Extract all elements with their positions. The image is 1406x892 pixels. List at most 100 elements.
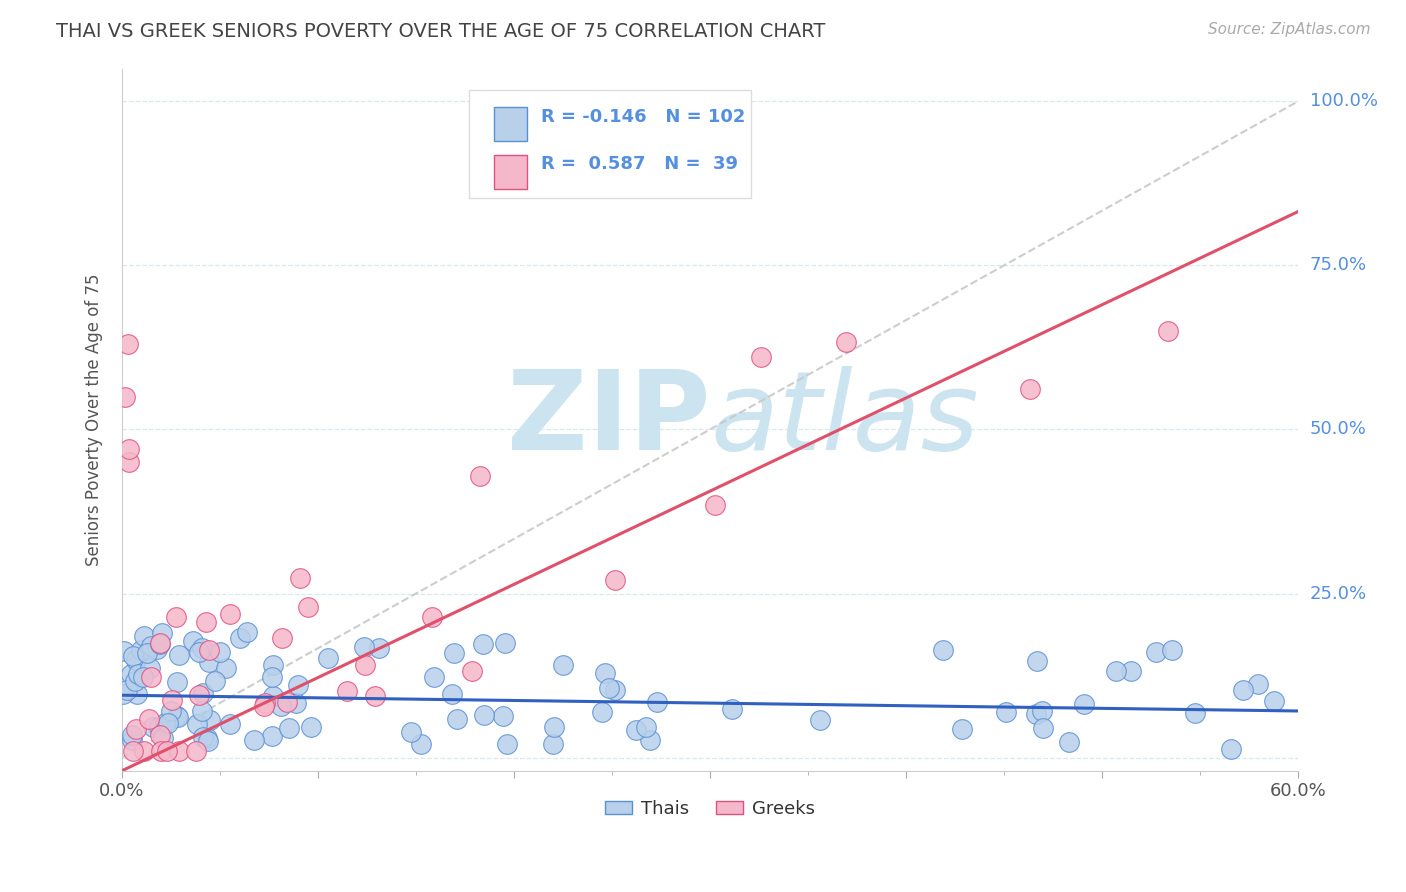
Point: [593, 665, 616, 680]
Point: [704, 498, 727, 512]
Point: [276, 695, 298, 709]
Point: [1119, 664, 1142, 678]
Point: [138, 713, 160, 727]
Point: [440, 687, 463, 701]
Point: [603, 682, 626, 697]
Point: [336, 684, 359, 698]
Point: [494, 636, 516, 650]
Point: [160, 704, 183, 718]
Point: [162, 693, 184, 707]
Point: [125, 653, 148, 667]
Point: [1018, 383, 1040, 397]
Point: [134, 629, 156, 643]
Point: [318, 651, 340, 665]
Point: [367, 640, 389, 655]
Point: [472, 637, 495, 651]
Point: [950, 723, 973, 737]
Point: [1157, 324, 1180, 338]
Point: [262, 658, 284, 673]
Point: [134, 744, 156, 758]
Point: [165, 610, 187, 624]
Point: [191, 686, 214, 700]
Point: [149, 637, 172, 651]
Point: [148, 720, 170, 734]
Bar: [494, 107, 527, 141]
Point: [142, 720, 165, 734]
Text: ZIP: ZIP: [506, 366, 710, 473]
Point: [243, 733, 266, 747]
Point: [253, 699, 276, 714]
Bar: [494, 155, 527, 189]
Point: [288, 571, 311, 585]
Point: [117, 682, 139, 697]
Legend: Thais, Greeks: Thais, Greeks: [598, 792, 823, 825]
Point: [446, 712, 468, 726]
Point: [208, 645, 231, 659]
Point: [118, 442, 141, 457]
Point: [141, 670, 163, 684]
Y-axis label: Seniors Poverty Over the Age of 75: Seniors Poverty Over the Age of 75: [86, 273, 103, 566]
Point: [112, 643, 135, 657]
Text: R = -0.146   N = 102: R = -0.146 N = 102: [541, 108, 745, 126]
Point: [1025, 654, 1047, 668]
Point: [749, 350, 772, 364]
Point: [204, 674, 226, 689]
Point: [399, 724, 422, 739]
Point: [543, 720, 565, 734]
Point: [278, 722, 301, 736]
Point: [117, 455, 139, 469]
Point: [1057, 735, 1080, 749]
Point: [112, 687, 135, 701]
Point: [1025, 706, 1047, 721]
Point: [1144, 645, 1167, 659]
Point: [262, 670, 284, 684]
Point: [125, 722, 148, 736]
Point: [197, 731, 219, 746]
Point: [187, 688, 209, 702]
Point: [541, 737, 564, 751]
Point: [299, 720, 322, 734]
Point: [166, 675, 188, 690]
Point: [1032, 721, 1054, 735]
Point: [156, 715, 179, 730]
Point: [496, 737, 519, 751]
Point: [1031, 704, 1053, 718]
Point: [354, 657, 377, 672]
Point: [149, 744, 172, 758]
Text: THAI VS GREEK SENIORS POVERTY OVER THE AGE OF 75 CORRELATION CHART: THAI VS GREEK SENIORS POVERTY OVER THE A…: [56, 22, 825, 41]
Point: [472, 708, 495, 723]
Text: 50.0%: 50.0%: [1310, 420, 1367, 439]
Point: [145, 642, 167, 657]
Point: [121, 733, 143, 747]
Text: R =  0.587   N =  39: R = 0.587 N = 39: [541, 155, 738, 173]
Point: [198, 714, 221, 728]
Text: Source: ZipAtlas.com: Source: ZipAtlas.com: [1208, 22, 1371, 37]
Point: [127, 666, 149, 681]
Point: [605, 573, 627, 587]
Point: [181, 633, 204, 648]
Point: [149, 636, 172, 650]
Point: [131, 670, 153, 684]
Point: [197, 734, 219, 748]
Point: [1184, 706, 1206, 720]
Point: [1220, 742, 1243, 756]
Point: [420, 610, 443, 624]
Point: [121, 649, 143, 664]
Point: [470, 468, 492, 483]
Point: [835, 334, 858, 349]
Point: [461, 664, 484, 678]
Point: [191, 640, 214, 655]
Point: [114, 390, 136, 404]
Point: [139, 639, 162, 653]
Point: [215, 661, 238, 675]
Point: [129, 642, 152, 657]
Point: [191, 731, 214, 745]
Point: [117, 337, 139, 351]
Point: [219, 716, 242, 731]
Point: [591, 705, 613, 719]
Point: [353, 640, 375, 654]
Point: [638, 733, 661, 747]
Point: [124, 673, 146, 688]
Point: [152, 731, 174, 745]
Point: [721, 702, 744, 716]
